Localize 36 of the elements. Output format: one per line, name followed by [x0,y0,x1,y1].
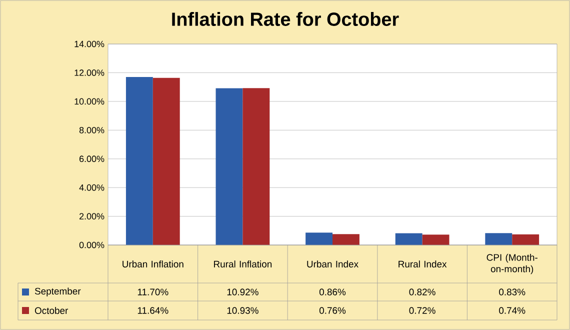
legend-label: September [34,288,81,296]
y-tick-label: 4.00% [79,184,104,191]
bar [395,233,422,246]
bar [422,234,450,246]
x-tick-label: Rural Index [398,260,447,268]
bar [242,88,270,246]
data-label: 10.92% [227,288,258,296]
y-tick-label: 0.00% [79,242,104,248]
bar [216,88,243,246]
chart-title: Inflation Rate for October [172,12,399,26]
data-label: 0.76% [319,307,346,314]
x-tick-label: Urban Index [307,260,358,268]
y-tick-label: 8.00% [79,126,104,134]
bar [306,232,333,246]
bar [512,234,540,246]
bar [332,234,360,246]
y-tick-label: 6.00% [80,156,104,162]
data-label: 0.72% [409,307,436,314]
data-label: 0.74% [499,307,526,314]
y-tick-label: 12.00% [74,70,104,76]
x-tick-label: Urban Inflation [122,260,184,268]
y-tick-label: 14.00% [74,40,104,48]
bar [485,233,512,246]
legend-label: October [34,307,68,314]
data-label: 11.64% [138,307,168,314]
bar [126,77,153,246]
x-tick-label: Rural Inflation [214,260,272,268]
data-label: 10.93% [227,307,258,314]
data-label: 0.82% [409,288,436,296]
data-label: 11.70% [138,288,168,296]
bar [152,78,180,246]
data-label: 0.86% [319,288,346,296]
y-tick-label: 2.00% [80,213,104,220]
data-label: 0.83% [499,288,526,296]
x-tick-label: CPI (Month-on-month) [486,254,538,274]
y-tick-label: 10.00% [74,98,104,105]
